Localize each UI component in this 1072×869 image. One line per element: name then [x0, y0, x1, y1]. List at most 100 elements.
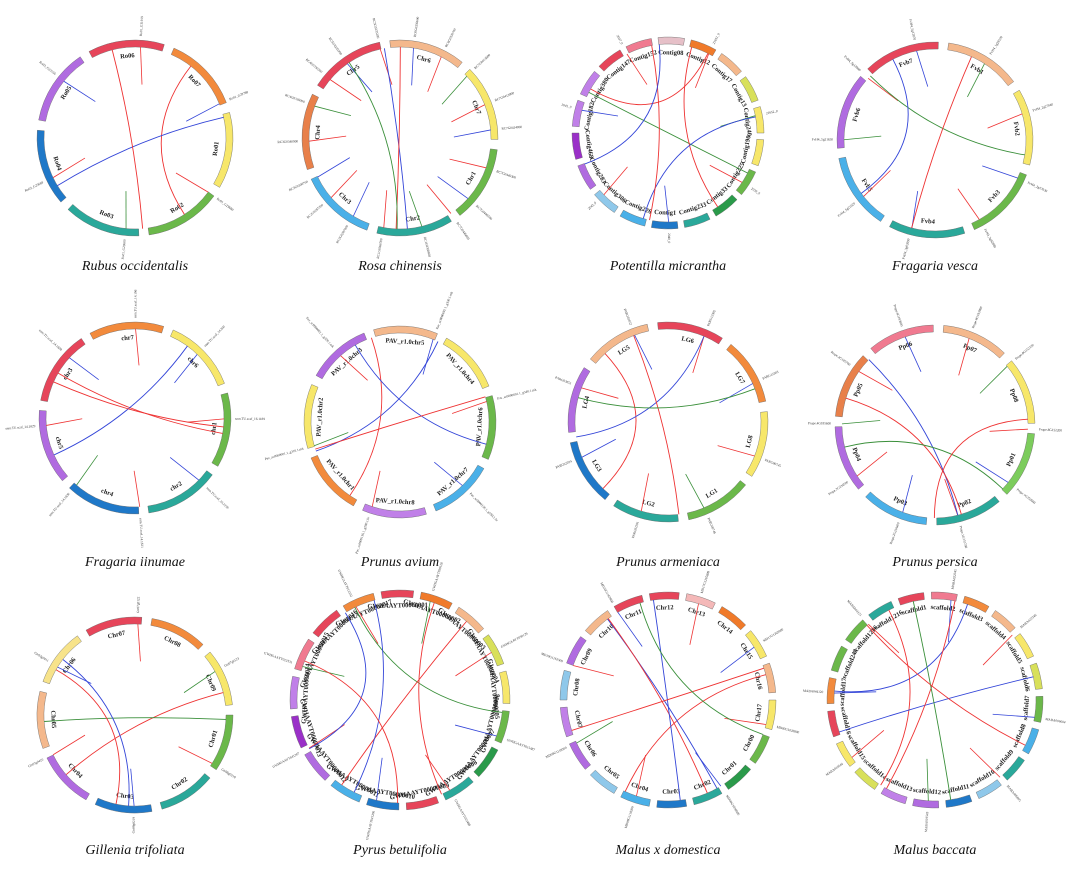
chromosome-arc [148, 471, 213, 513]
gene-label: MABA019544 [825, 762, 844, 777]
synteny-link [912, 57, 972, 228]
gene-label: MD10G1162500 [540, 652, 563, 664]
gene-label: Pav_sc0000001.1_g310.1.mk [264, 446, 304, 461]
circos-panel: chr7chr6chr1chr2chr4chr5chr3snm.TU.scaf_… [5, 289, 265, 570]
chromosome-label: Chr07 [107, 630, 127, 641]
gene-label: MD00G1026900 [725, 794, 741, 816]
gene-label: Gtr03g0410 [28, 757, 45, 768]
gene-label: FvH4_1g28100 [989, 35, 1004, 55]
chromosome-label: Chr08 [572, 677, 581, 696]
chromosome-label: Chr03 [662, 788, 681, 796]
chromosome-arc [946, 795, 972, 807]
gene-label: RC7G0446600 [456, 221, 471, 241]
circos-panel: LG6LG7LG8LG1LG2LG3LG4LG5PARG12302PARG123… [555, 308, 782, 570]
gene-label: Gtr03g0411 [34, 651, 50, 663]
chromosome-label: Chr03 [116, 792, 135, 801]
chromosome-label: Chr15 [738, 642, 754, 661]
synteny-link [315, 397, 485, 449]
synteny-link [419, 603, 442, 794]
chromosome-label: chr1 [210, 422, 219, 435]
gene-link [857, 452, 887, 476]
chromosome-arc [754, 107, 764, 133]
gene-label: Prupe.8G152200 [1039, 427, 1063, 432]
gene-link [384, 190, 387, 227]
gene-label: RC4G0330000 [285, 93, 306, 104]
gene-label: MABA044121 [846, 599, 863, 617]
chromosome-label: Ro04 [52, 156, 63, 173]
gene-link [859, 372, 892, 391]
chromosome-label: chr2 [169, 480, 183, 493]
gene-link [176, 173, 208, 192]
circos-panel: PAV_r1.0chr5PAV_r1.0chr4PAV_r1.0chr6PAV_… [264, 291, 537, 570]
chromosome-label: Chr07 [573, 710, 584, 729]
chromosome-label: chr6 [186, 356, 200, 371]
chromosome-arc [381, 590, 414, 599]
gene-label: RC7G0413600 [473, 53, 491, 70]
gene-label: Ro01_G29788 [229, 90, 249, 101]
species-title: Rubus occidentalis [81, 259, 189, 274]
gene-link [868, 624, 899, 653]
chromosome-label: Pp01 [1005, 452, 1017, 468]
gene-label: RC4G0330200 [305, 58, 324, 74]
chromosome-label: Chr6 [416, 54, 433, 65]
gene-link [140, 47, 142, 84]
chromosome-arc [37, 691, 49, 748]
synteny-link [650, 46, 660, 221]
chromosome-label: scaffold11 [941, 783, 970, 796]
chromosome-label: Chr05 [602, 764, 621, 781]
gene-label: RC1G0368700 [376, 238, 384, 259]
gene-link [958, 189, 979, 220]
gene-label: Pav_sc0000691.1_g340.1.mk [497, 387, 537, 400]
chromosome-label: Chr17 [754, 703, 763, 722]
chromosome-label: Chr05 [49, 710, 57, 729]
chromosome-arc [1034, 696, 1043, 722]
gene-label: PARG03652 [623, 308, 633, 326]
gene-label: 2040_0 [667, 233, 671, 244]
gene-label: Gtr07g0123 [224, 656, 241, 667]
chromosome-label: LG7 [733, 371, 746, 386]
gene-label: GWHGAAYT041207 [272, 751, 300, 769]
chromosome-arc [657, 799, 687, 808]
gene-link [412, 48, 414, 85]
gene-link [423, 339, 433, 374]
gene-label: GWHGAAYT041206 [365, 810, 376, 840]
gene-label: snm.TU.scaf_14.196 [133, 289, 137, 318]
gene-label: FvH4_5g21620 [837, 201, 856, 218]
gene-label: Gtr08g0218 [220, 767, 236, 779]
gene-label: 2039_0 [750, 187, 761, 196]
synteny-link [349, 63, 397, 229]
chromosome-label: Ro03 [98, 209, 115, 221]
gene-label: FvH4_2g27040 [1032, 102, 1054, 112]
chromosome-label: LG4 [581, 395, 591, 410]
circos-panel: Chr6Chr7Chr1Chr2Chr3Chr4Chr5RC6G0330600R… [277, 16, 522, 274]
chromosome-label: chr7 [121, 334, 135, 342]
synteny-link [861, 59, 908, 193]
gene-label: snm.TU.scaf_16.1190 [205, 486, 229, 510]
gene-label: snm.TU.scaf_14.1831 [139, 518, 145, 549]
gene-link [905, 337, 921, 372]
gene-label: snm.TU.scaf_14.1830 [48, 492, 71, 518]
gene-label: RC7G0446300 [496, 169, 517, 180]
synteny-link [342, 621, 467, 785]
chromosome-arc [290, 676, 299, 709]
gene-label: RC3G0340700 [288, 180, 309, 193]
chromosome-label: Chr01 [207, 729, 219, 748]
synteny-link [640, 603, 763, 734]
gene-label: Pav_sc0000136.1_g190.1.br [469, 492, 500, 523]
gene-label: FvH4_2g27030 [1027, 181, 1048, 194]
chromosome-label: Contig190 [740, 135, 753, 164]
gene-label: MD09G1118200 [624, 805, 635, 828]
chromosome-label: scaffold2 [930, 604, 955, 613]
chromosome-arc [572, 133, 582, 159]
chromosome-arc [171, 48, 226, 105]
chromosome-label: chr5 [54, 436, 65, 451]
chromosome-label: Chr06 [582, 739, 598, 758]
chromosome-label: Chr3 [337, 191, 353, 206]
species-title: Potentilla micrantha [609, 259, 726, 274]
chromosome-label: LG6 [681, 335, 696, 345]
chromosome-label: Pp08 [1008, 388, 1020, 404]
